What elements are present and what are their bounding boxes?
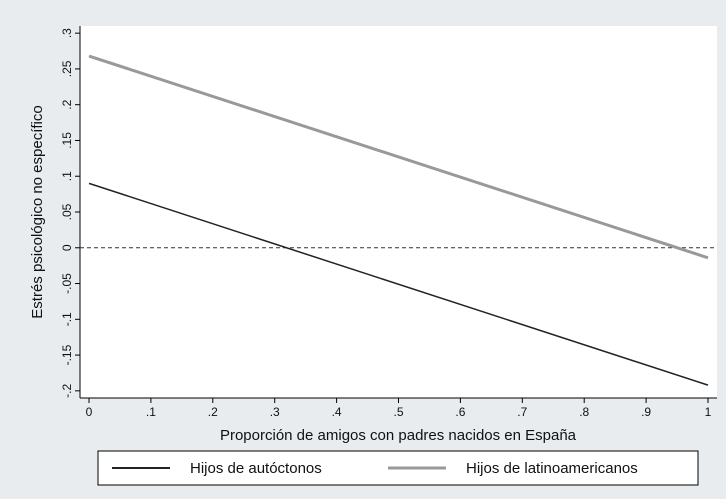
x-tick-label: .2 bbox=[208, 405, 218, 419]
x-tick-label: .8 bbox=[579, 405, 589, 419]
series-line-latinoamericanos bbox=[88, 54, 709, 260]
y-tick-label: .25 bbox=[60, 60, 74, 77]
y-tick-label: .05 bbox=[60, 203, 74, 220]
y-axis-title: Estrés psicológico no específico bbox=[29, 105, 46, 318]
y-tick-label: -.2 bbox=[60, 384, 74, 398]
legend-label-latinoamericanos: Hijos de latinoamericanos bbox=[466, 460, 638, 477]
x-axis-title: Proporción de amigos con padres nacidos … bbox=[220, 427, 577, 444]
x-tick-label: .3 bbox=[270, 405, 280, 419]
series-line-autoctonos bbox=[88, 182, 709, 386]
x-tick-label: .5 bbox=[393, 405, 403, 419]
x-tick-label: .7 bbox=[517, 405, 527, 419]
x-tick-label: 1 bbox=[705, 405, 712, 419]
y-tick-label: -.15 bbox=[60, 344, 74, 365]
legend: Hijos de autóctonos Hijos de latinoameri… bbox=[97, 450, 699, 486]
y-tick-label: .15 bbox=[60, 132, 74, 149]
x-tick-label: .1 bbox=[146, 405, 156, 419]
y-tick-label: -.05 bbox=[60, 273, 74, 294]
y-tick-label: .1 bbox=[60, 171, 74, 181]
y-tick-label: .3 bbox=[60, 28, 74, 38]
x-tick-label: .9 bbox=[641, 405, 651, 419]
x-tick-label: .6 bbox=[455, 405, 465, 419]
y-tick-label: -.1 bbox=[60, 312, 74, 326]
x-tick-label: .4 bbox=[332, 405, 342, 419]
y-tick-label: .2 bbox=[60, 99, 74, 109]
x-tick-label: 0 bbox=[86, 405, 93, 419]
y-tick-label: 0 bbox=[60, 244, 74, 251]
legend-label-autoctonos: Hijos de autóctonos bbox=[190, 460, 322, 477]
